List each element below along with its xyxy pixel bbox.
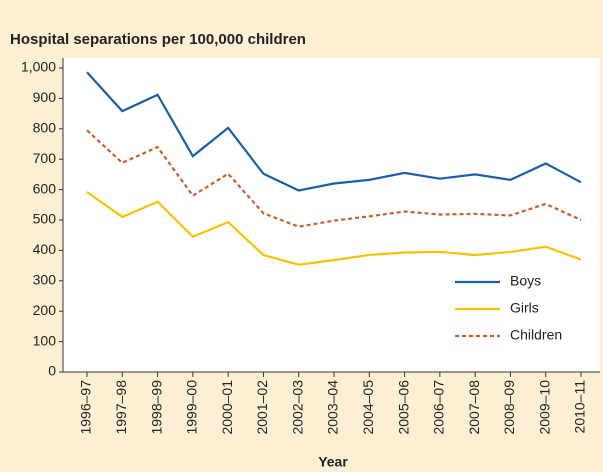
series-line — [86, 191, 582, 266]
x-tick-label: 2002–03 — [289, 380, 305, 435]
y-tick-label: 600 — [33, 180, 57, 196]
legend-label: Boys — [510, 273, 541, 289]
x-tick-label: 1999–00 — [184, 380, 200, 435]
y-tick-label: 1,000 — [21, 59, 56, 75]
y-tick-label: 300 — [33, 272, 57, 288]
x-tick-label: 1998–99 — [148, 380, 164, 435]
x-tick-label: 2001–02 — [254, 380, 270, 435]
legend-label: Children — [510, 327, 562, 343]
series-line — [86, 71, 582, 192]
x-tick-label: 2005–06 — [395, 380, 411, 435]
x-tick-label: 2009–10 — [536, 380, 552, 435]
y-tick-label: 700 — [33, 150, 57, 166]
x-tick-label: 2007–08 — [466, 380, 482, 435]
y-tick-label: 900 — [33, 89, 57, 105]
x-tick-label: 2003–04 — [325, 380, 341, 435]
y-tick-label: 100 — [33, 332, 57, 348]
x-tick-label: 2006–07 — [431, 380, 447, 435]
x-axis-label: Year — [318, 454, 348, 470]
y-tick-label: 800 — [33, 120, 57, 136]
x-tick-label: 1997–98 — [113, 380, 129, 435]
plot-area — [63, 58, 600, 372]
legend-label: Girls — [510, 300, 539, 316]
chart-title: Hospital separations per 100,000 childre… — [10, 31, 306, 48]
series-line — [86, 129, 582, 228]
x-tick-label: 2010–11 — [572, 380, 588, 434]
x-tick-label: 2004–05 — [360, 380, 376, 435]
y-tick-label: 500 — [33, 211, 57, 227]
y-tick-label: 0 — [48, 363, 56, 379]
x-tick-label: 2008–09 — [501, 380, 517, 435]
x-tick-label: 1996–97 — [78, 380, 94, 435]
x-tick-label: 2000–01 — [219, 380, 235, 435]
y-tick-label: 200 — [33, 302, 57, 318]
y-tick-label: 400 — [33, 241, 57, 257]
